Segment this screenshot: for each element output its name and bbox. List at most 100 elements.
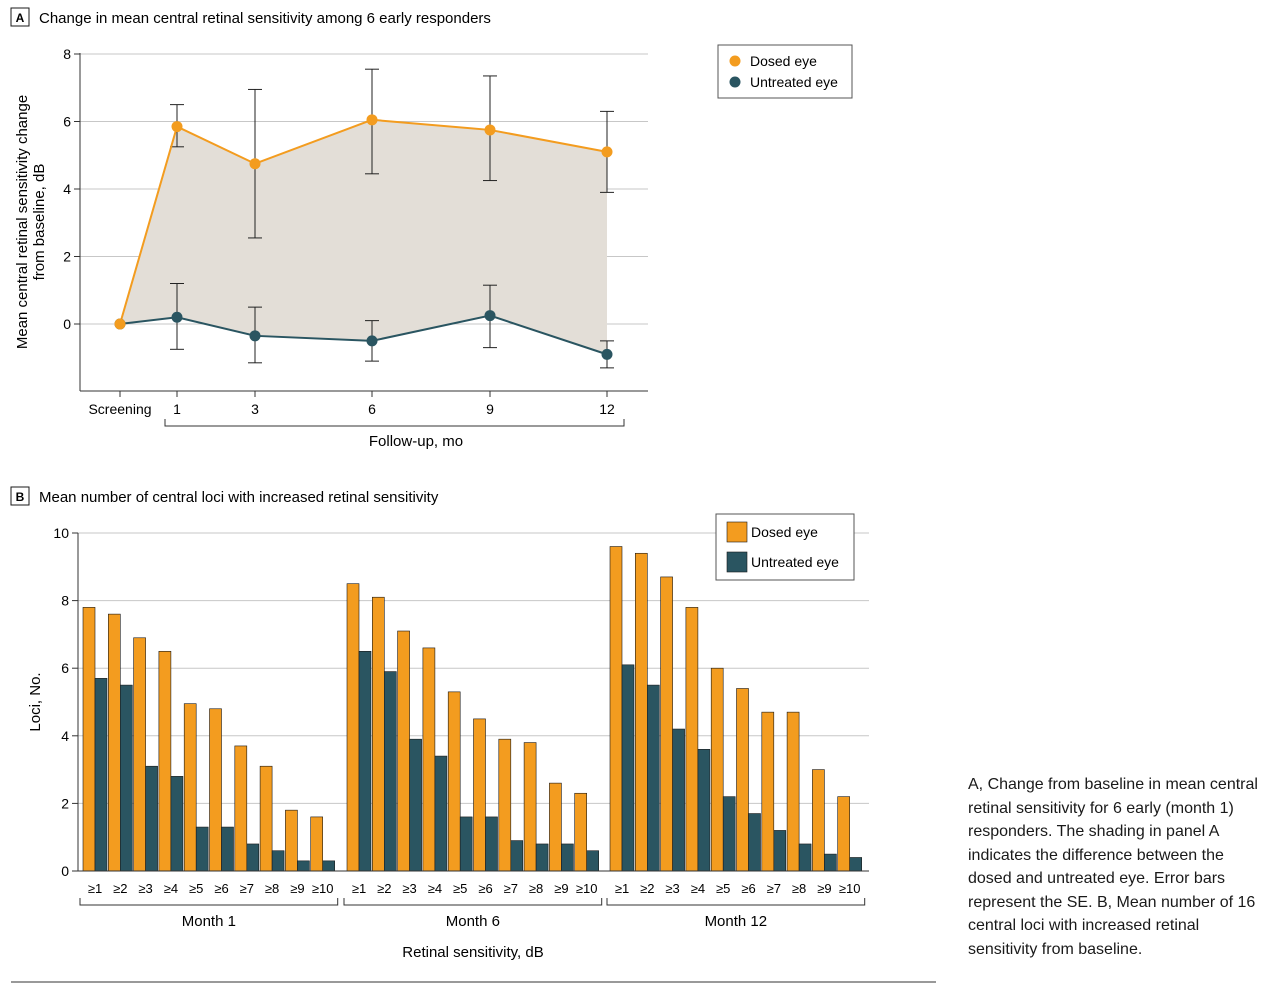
x-tick-label: 9	[486, 401, 494, 417]
dosed-eye-bar	[523, 742, 537, 872]
untreated-eye-bar	[586, 850, 600, 872]
x-tick-label: ≥4	[428, 881, 442, 896]
untreated-eye-bar	[120, 684, 133, 872]
untreated-eye-point	[484, 310, 496, 322]
x-tick-label: ≥4	[691, 881, 705, 896]
legend-b-untreated-label: Untreated eye	[751, 554, 839, 570]
x-tick-label: ≥1	[88, 881, 102, 896]
x-tick-label: ≥7	[504, 881, 518, 896]
panel-b-label-box	[10, 486, 30, 506]
x-tick-label: ≥8	[529, 881, 543, 896]
untreated-eye-bar	[434, 755, 448, 872]
dosed-eye-bar	[660, 576, 673, 872]
x-tick-label: ≥9	[817, 881, 831, 896]
untreated-eye-bar	[646, 684, 660, 872]
x-tick-label: ≥5	[453, 881, 467, 896]
untreated-eye-point	[601, 348, 613, 360]
dosed-eye-bar	[473, 718, 486, 872]
dosed-eye-bar	[108, 613, 121, 872]
x-tick-label: ≥7	[767, 881, 781, 896]
untreated-eye-bar	[271, 850, 285, 872]
untreated-eye-bar	[849, 857, 863, 872]
untreated-eye-bar	[221, 826, 234, 872]
dosed-eye-bar	[609, 546, 623, 872]
x-tick-label: 12	[599, 401, 615, 417]
follow-up-bracket	[164, 419, 625, 427]
untreated-eye-point	[171, 311, 183, 323]
untreated-eye-bar	[195, 826, 209, 872]
dosed-eye-bar	[549, 782, 562, 872]
x-tick-label: ≥1	[615, 881, 629, 896]
x-tick-label: ≥7	[240, 881, 254, 896]
untreated-eye-bar	[798, 843, 812, 872]
untreated-eye-line	[119, 314, 608, 356]
untreated-eye-point	[249, 330, 261, 342]
dosed-eye-bar	[736, 688, 749, 872]
x-tick-label: ≥10	[839, 881, 861, 896]
legend-b-untreated-swatch	[726, 551, 748, 573]
panel-a-label: A	[16, 11, 25, 25]
legend-b-dosed-swatch	[726, 521, 748, 543]
dosed-eye-bar	[285, 809, 298, 872]
untreated-eye-bar	[722, 796, 736, 872]
panel-a-header: A Change in mean central retinal sensiti…	[10, 7, 491, 27]
dosed-eye-bar	[447, 691, 461, 872]
x-axis-title: Retinal sensitivity, dB	[402, 944, 543, 961]
dosed-eye-bar	[371, 596, 385, 872]
x-tick-label: ≥2	[640, 881, 654, 896]
legend-b-dosed-label: Dosed eye	[751, 524, 818, 540]
x-tick-label: ≥3	[138, 881, 152, 896]
untreated-eye-bar	[485, 816, 498, 872]
y-tick-label: 8	[63, 46, 71, 62]
y-axis-title: Mean central retinal sensitivity changef…	[14, 95, 48, 349]
panel-b-chart: 0 2 4 6 8 10 ≥1 ≥2 ≥3 ≥4 ≥5 ≥6 ≥7 ≥8 ≥9 ≥10 Month 1 ≥1 ≥2 ≥…	[27, 513, 869, 961]
untreated-eye-bar	[322, 860, 336, 872]
untreated-eye-bar	[621, 664, 635, 872]
x-tick-label: ≥3	[402, 881, 416, 896]
x-tick-label: 3	[251, 401, 259, 417]
y-tick-label: 0	[63, 316, 71, 332]
untreated-eye-bar	[459, 816, 473, 872]
untreated-eye-bar	[748, 813, 761, 872]
dosed-eye-line	[119, 118, 608, 325]
panel-b-title: Mean number of central loci with increas…	[39, 489, 439, 506]
dosed-eye-bar	[786, 711, 800, 872]
y-tick-label: 6	[63, 114, 71, 130]
y-tick-label: 10	[53, 525, 69, 541]
dosed-eye-point	[114, 318, 126, 330]
group-bracket	[606, 898, 866, 906]
dosed-eye-bar	[234, 745, 248, 872]
untreated-eye-bar	[246, 843, 260, 872]
x-tick-label: ≥2	[377, 881, 391, 896]
x-tick-label: ≥10	[576, 881, 598, 896]
dosed-eye-bar	[685, 607, 699, 872]
dosed-eye-bar	[634, 552, 648, 872]
dosed-eye-bar	[346, 583, 360, 872]
untreated-eye-bar	[409, 738, 422, 872]
legend-a-untreated-marker	[729, 76, 741, 88]
group-label: Month 1	[182, 913, 236, 930]
y-axis-title-line: from baseline, dB	[31, 164, 48, 281]
dosed-eye-bar	[183, 703, 197, 872]
untreated-eye-bar	[170, 776, 184, 872]
untreated-eye-bar	[297, 860, 310, 872]
x-tick-label: ≥6	[741, 881, 755, 896]
untreated-eye-bar	[535, 843, 549, 872]
figure-caption: A, Change from baseline in mean central …	[968, 776, 1258, 958]
dosed-eye-bar	[82, 607, 96, 872]
group-bracket	[79, 898, 339, 906]
group-label: Month 6	[446, 913, 500, 930]
untreated-eye-point	[366, 335, 378, 347]
untreated-eye-bar	[510, 840, 524, 872]
dosed-eye-bar	[133, 637, 146, 872]
y-axis-title: Loci, No.	[27, 672, 44, 731]
panel-a-title: Change in mean central retinal sensitivi…	[39, 10, 491, 27]
y-tick-label: 8	[61, 593, 69, 609]
dosed-eye-bar	[158, 650, 172, 872]
x-tick-label: ≥5	[716, 881, 730, 896]
dosed-eye-bar	[761, 711, 775, 872]
x-tick-label: ≥4	[164, 881, 178, 896]
x-tick-label: ≥8	[792, 881, 806, 896]
panel-a-label-box	[10, 7, 30, 27]
